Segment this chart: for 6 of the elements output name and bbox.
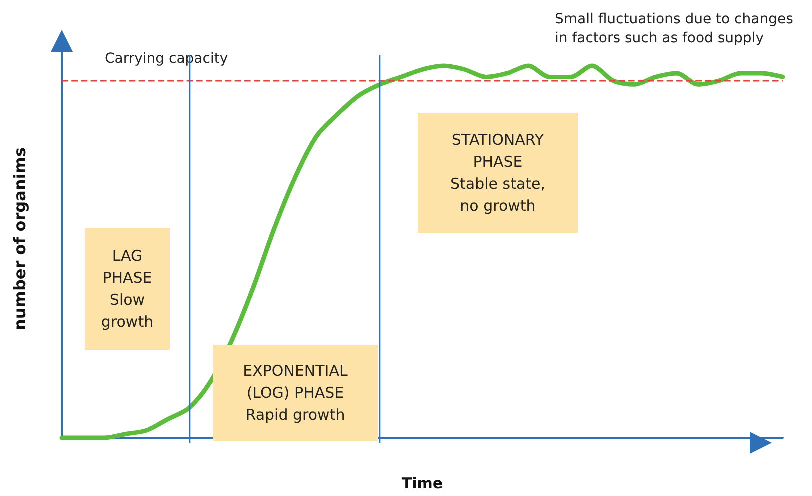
x-axis-title: Time xyxy=(402,474,444,492)
note-box: STATIONARY PHASE Stable state, no growth xyxy=(418,113,578,233)
note-box: LAG PHASE Slow growth xyxy=(85,228,170,350)
y-axis-title: number of organims xyxy=(10,148,30,330)
text: Small fluctuations due to changes in factors such as food supply xyxy=(555,12,794,46)
note-box: EXPONENTIAL (LOG) PHASE Rapid growth xyxy=(213,345,378,441)
